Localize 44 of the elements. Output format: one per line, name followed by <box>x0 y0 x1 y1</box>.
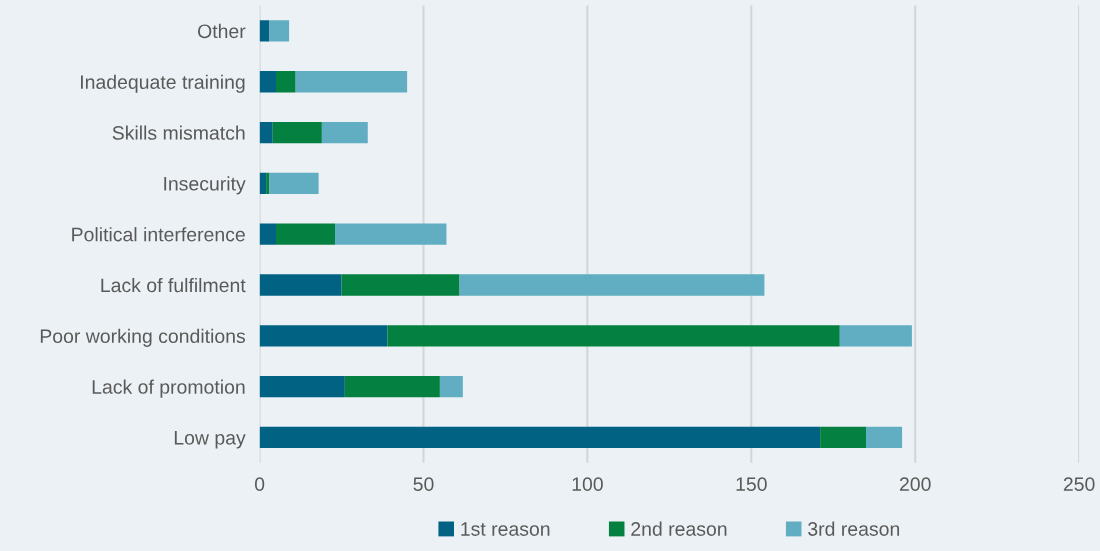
bar <box>387 325 840 347</box>
bar <box>269 20 290 42</box>
y-tick-label: Other <box>198 23 246 39</box>
y-tick-label: Poor working conditions <box>40 328 246 347</box>
y-tick-label: Lack of fulfilment <box>101 277 246 293</box>
bar <box>321 121 368 144</box>
bar <box>334 223 447 245</box>
bar <box>269 172 319 195</box>
bar <box>820 426 867 449</box>
bar <box>259 325 388 347</box>
y-tick-label: Inadequate training <box>81 74 245 93</box>
y-tick-label: Political interference <box>72 227 245 242</box>
legend-label: 2nd reason <box>631 521 727 536</box>
bar <box>259 172 267 195</box>
bar <box>259 426 821 449</box>
bar <box>266 172 270 195</box>
y-tick-label: Low pay <box>174 431 246 449</box>
bar <box>341 274 460 296</box>
bar <box>275 71 296 93</box>
x-tick-label: 0 <box>254 477 265 492</box>
bar <box>272 121 322 144</box>
bar <box>259 20 270 42</box>
bar <box>866 426 903 449</box>
x-tick-label: 250 <box>1063 477 1095 492</box>
bar <box>259 71 276 93</box>
bar <box>259 223 276 245</box>
x-tick-label: 100 <box>572 477 603 492</box>
bar <box>839 325 912 347</box>
x-tick-label: 150 <box>736 477 767 492</box>
bar <box>439 375 463 398</box>
legend-label: 1st reason <box>461 522 550 536</box>
legend-label: 3rd reason <box>808 521 900 536</box>
x-tick-label: 200 <box>899 477 931 492</box>
x-tick-label: 50 <box>413 477 434 492</box>
bar <box>275 223 335 245</box>
bar <box>344 375 440 398</box>
bar <box>259 121 273 144</box>
bar <box>459 274 765 296</box>
bar <box>259 274 342 296</box>
bar <box>295 71 408 93</box>
y-tick-label: Insecurity <box>164 176 246 195</box>
y-tick-label: Lack of promotion <box>92 379 245 398</box>
y-tick-label: Skills mismatch <box>112 125 245 140</box>
bar <box>259 375 345 398</box>
